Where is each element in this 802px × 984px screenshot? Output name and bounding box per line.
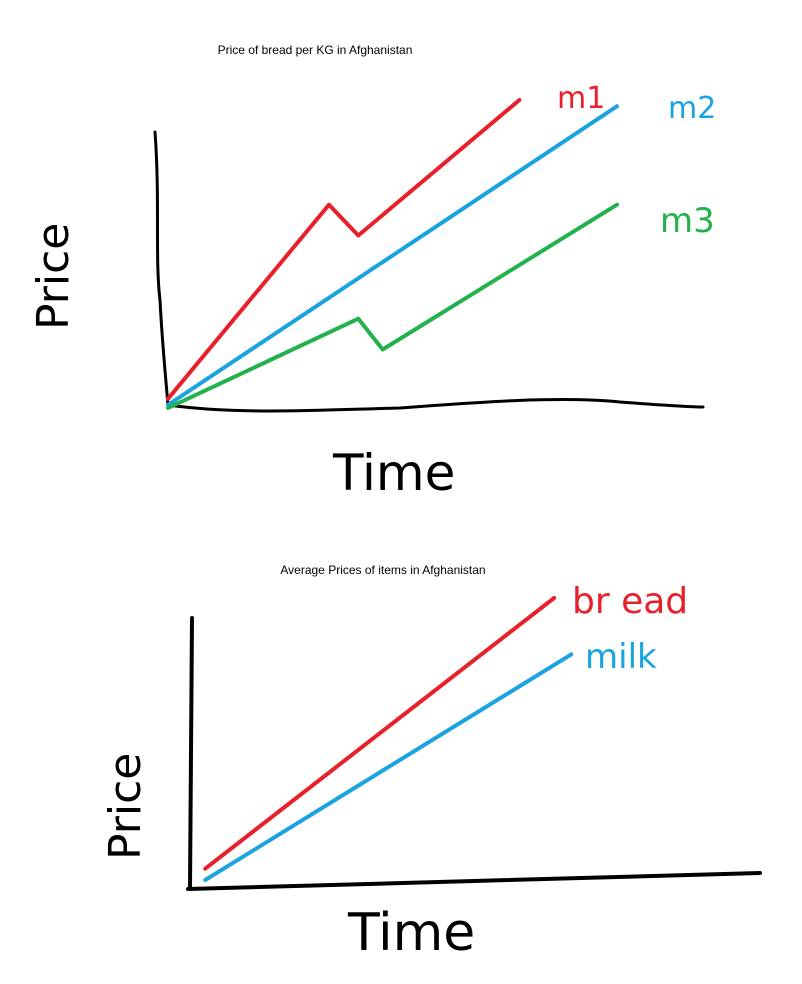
chart-1-legend-m1: m1 xyxy=(557,81,605,116)
chart-2-series-group xyxy=(203,596,574,882)
chart-1-x-label: Time xyxy=(332,444,455,502)
chart-1: Price of bread per KG in Afghanistan m1 … xyxy=(28,43,716,502)
chart-2-y-axis xyxy=(188,616,194,890)
chart-2-series-milk-line xyxy=(203,652,574,882)
chart-1-x-axis xyxy=(166,398,705,413)
chart-1-y-label: Price xyxy=(28,223,79,330)
chart-1-series-group xyxy=(166,98,619,410)
chart-2-series-bread-line xyxy=(203,596,557,871)
chart-2: Average Prices of items in Afghanistan b… xyxy=(100,563,762,963)
chart-2-legend-bread: br ead xyxy=(572,581,688,622)
chart-1-series-m3-line xyxy=(166,202,619,410)
chart-2-y-label: Price xyxy=(100,753,151,860)
chart-2-x-axis xyxy=(186,871,762,891)
chart-1-series-m2-line xyxy=(166,104,619,407)
chart-1-legend-m3: m3 xyxy=(660,201,715,241)
chart-1-y-axis xyxy=(153,130,170,407)
chart-2-legend-milk: milk xyxy=(585,637,657,677)
chart-2-x-label: Time xyxy=(347,903,475,963)
chart-1-series-m1-line xyxy=(166,98,522,401)
chart-1-legend-m2: m2 xyxy=(668,91,716,126)
chart-2-title: Average Prices of items in Afghanistan xyxy=(280,563,485,577)
chart-1-title: Price of bread per KG in Afghanistan xyxy=(218,43,413,57)
